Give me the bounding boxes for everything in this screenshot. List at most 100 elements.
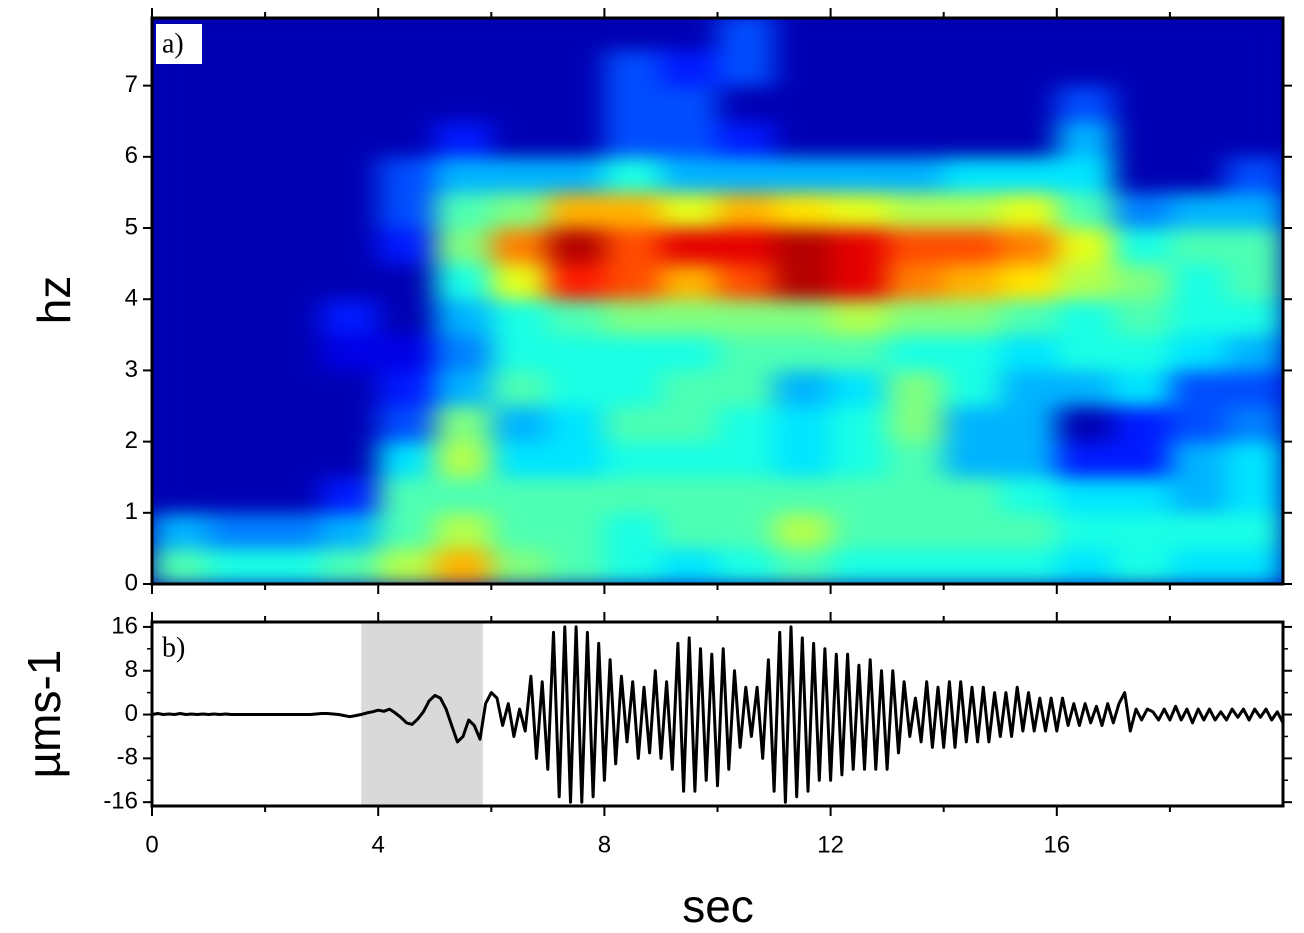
heatmap-cell xyxy=(378,477,436,514)
heatmap-cell xyxy=(547,121,605,158)
heatmap-cell xyxy=(208,299,266,336)
y-tick-label: 16 xyxy=(111,612,138,639)
heatmap-cell xyxy=(152,121,210,158)
heatmap-cell xyxy=(378,18,436,51)
heatmap-cell xyxy=(152,263,210,300)
heatmap-cell xyxy=(378,263,436,300)
heatmap-cell xyxy=(1226,18,1283,51)
heatmap-cell xyxy=(378,299,436,336)
heatmap-cell xyxy=(152,441,210,478)
heatmap-cell xyxy=(491,263,549,300)
heatmap-cell xyxy=(1169,406,1227,443)
heatmap-cell xyxy=(434,263,492,300)
heatmap-cell xyxy=(491,121,549,158)
heatmap-cell xyxy=(434,370,492,407)
heatmap-cell xyxy=(152,192,210,229)
heatmap-cell xyxy=(1226,441,1283,478)
waveform xyxy=(152,625,1283,804)
heatmap-cell xyxy=(321,156,379,193)
heatmap-cell xyxy=(152,548,210,584)
heatmap-cell xyxy=(321,334,379,371)
heatmap-cell xyxy=(1056,192,1114,229)
heatmap-cell xyxy=(547,156,605,193)
heatmap-cell xyxy=(1000,512,1058,549)
heatmap-cell xyxy=(1000,370,1058,407)
heatmap-cell xyxy=(547,406,605,443)
heatmap-cell xyxy=(1056,477,1114,514)
heatmap-cell xyxy=(887,121,945,158)
heatmap-cell xyxy=(830,121,888,158)
heatmap-cell xyxy=(265,406,323,443)
heatmap-cell xyxy=(265,192,323,229)
heatmap-cell xyxy=(321,512,379,549)
heatmap-cell xyxy=(830,548,888,584)
heatmap-cell xyxy=(774,477,832,514)
heatmap-cell xyxy=(660,548,718,584)
heatmap-cell xyxy=(1226,334,1283,371)
heatmap-cell xyxy=(378,50,436,87)
heatmap-cell xyxy=(1000,548,1058,584)
heatmap-cell xyxy=(887,406,945,443)
heatmap-cell xyxy=(830,334,888,371)
heatmap-cell xyxy=(943,477,1001,514)
heatmap-cell xyxy=(660,121,718,158)
heatmap-cell xyxy=(491,85,549,122)
heatmap-cell xyxy=(1000,192,1058,229)
heatmap-cell xyxy=(1056,512,1114,549)
heatmap-cell xyxy=(660,228,718,265)
heatmap-cell xyxy=(321,85,379,122)
heatmap-cell xyxy=(943,85,1001,122)
heatmap-cell xyxy=(660,192,718,229)
heatmap-cell xyxy=(152,370,210,407)
heatmap-cell xyxy=(1113,263,1171,300)
heatmap-cell xyxy=(434,85,492,122)
heatmap-cell xyxy=(943,512,1001,549)
heatmap-cell xyxy=(660,85,718,122)
heatmap-cell xyxy=(491,228,549,265)
heatmap-cell xyxy=(774,299,832,336)
heatmap-cell xyxy=(378,228,436,265)
heatmap-cell xyxy=(774,228,832,265)
heatmap-cell xyxy=(887,441,945,478)
heatmap-cell xyxy=(491,477,549,514)
heatmap-cell xyxy=(604,228,662,265)
heatmap-cell xyxy=(830,192,888,229)
heatmap-cell xyxy=(943,18,1001,51)
heatmap-cell xyxy=(1056,334,1114,371)
heatmap-cell xyxy=(378,370,436,407)
heatmap-cell xyxy=(265,263,323,300)
y-tick-label: -16 xyxy=(103,788,138,815)
heatmap-cell xyxy=(1056,121,1114,158)
heatmap-cell xyxy=(1169,477,1227,514)
panel-label: b) xyxy=(162,632,185,663)
heatmap-cell xyxy=(1056,370,1114,407)
heatmap-cell xyxy=(660,512,718,549)
heatmap-cell xyxy=(547,228,605,265)
heatmap-cell xyxy=(208,263,266,300)
heatmap-cell xyxy=(943,121,1001,158)
heatmap-cell xyxy=(378,192,436,229)
heatmap-cell xyxy=(378,548,436,584)
heatmap-cell xyxy=(547,548,605,584)
y-tick-label: 3 xyxy=(125,356,138,383)
heatmap-cell xyxy=(321,406,379,443)
heatmap-cell xyxy=(1226,85,1283,122)
heatmap-cell xyxy=(265,548,323,584)
heatmap-cell xyxy=(774,121,832,158)
heatmap-cell xyxy=(491,370,549,407)
heatmap-cell xyxy=(943,156,1001,193)
heatmap-cell xyxy=(717,121,775,158)
y-tick-label: 7 xyxy=(125,71,138,98)
heatmap-cell xyxy=(152,477,210,514)
heatmap-cell xyxy=(265,85,323,122)
plot-area xyxy=(152,18,1283,584)
heatmap-cell xyxy=(830,512,888,549)
heatmap-cell xyxy=(1169,50,1227,87)
heatmap-cell xyxy=(887,477,945,514)
heatmap-cell xyxy=(434,334,492,371)
heatmap-cell xyxy=(208,441,266,478)
heatmap-cell xyxy=(830,50,888,87)
heatmap-cell xyxy=(887,512,945,549)
heatmap-cell xyxy=(830,263,888,300)
